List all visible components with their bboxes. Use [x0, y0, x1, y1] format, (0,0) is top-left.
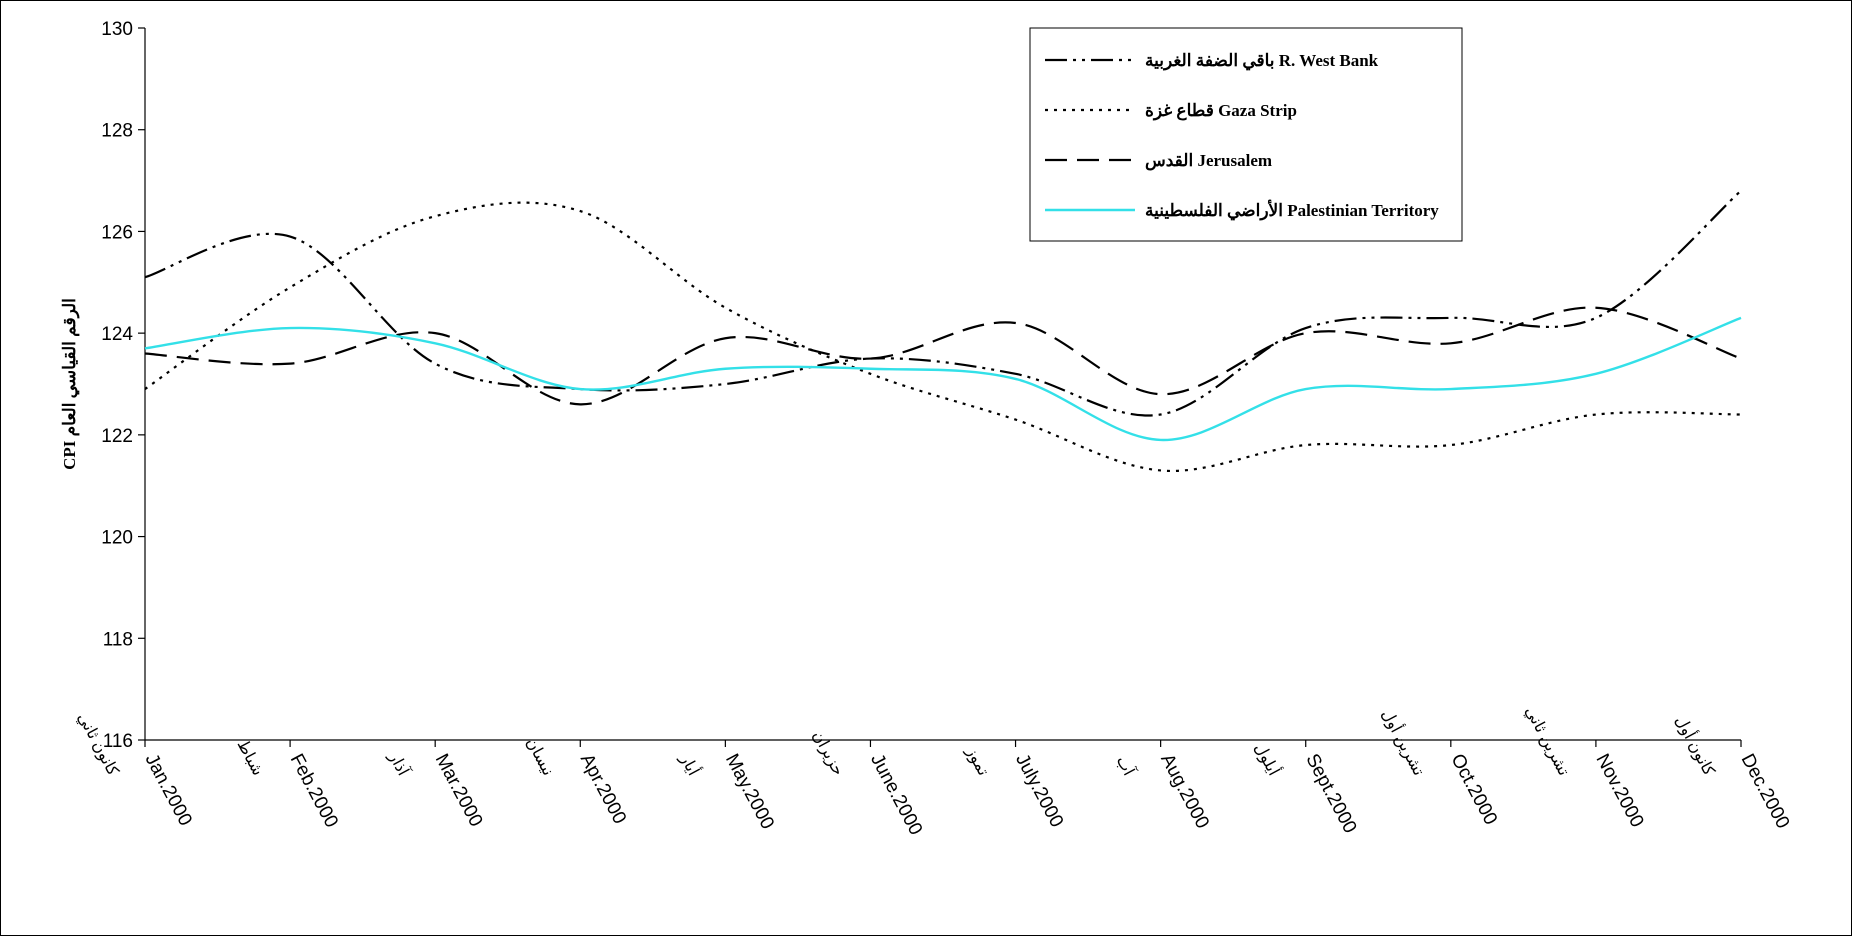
x-tick-label-ar: آب [1113, 752, 1141, 780]
x-tick-label: Apr.2000 نيسان [523, 715, 631, 846]
x-tick-label-en: Dec.2000 [1737, 750, 1794, 832]
y-tick-label: 118 [103, 629, 133, 650]
legend-label: القدس Jerusalem [1145, 151, 1272, 171]
x-tick-label: Feb.2000 شباط [233, 717, 341, 850]
x-tick-label: May.2000 أيار [676, 731, 778, 851]
x-tick-label-ar: تموز [962, 744, 991, 779]
x-tick-label-ar: حزيران [809, 728, 847, 779]
x-tick-label-ar: شباط [233, 737, 266, 778]
x-tick-label-en: Mar.2000 [431, 750, 487, 830]
series-line-4 [144, 316, 1742, 442]
x-tick-label-en: Feb.2000 [286, 750, 342, 831]
y-tick-label: 130 [101, 19, 133, 40]
x-tick-label-ar: نيسان [523, 735, 557, 778]
series-line-2 [144, 201, 1742, 473]
x-tick-label: Oct.2000 تشرين أول [1378, 687, 1501, 847]
x-tick-label: June.2000 حزيران [809, 708, 926, 857]
x-tick-label-ar: تشرين ثاني [1521, 704, 1572, 779]
legend-label: باقي الضفة الغربية R. West Bank [1145, 51, 1379, 71]
y-tick-label: 120 [101, 528, 133, 549]
x-tick-label-en: Nov.2000 [1591, 750, 1647, 830]
y-tick-label: 122 [101, 426, 133, 447]
axes: 116 118 120 122 124 126 128 130 Jan.2000كانون ثا… [60, 19, 1794, 857]
x-tick-label-en: Jan.2000 [141, 750, 196, 829]
x-tick-label-en: Sept.2000 [1301, 750, 1360, 836]
legend: باقي الضفة الغربية R. West Bank قطاع غزة … [1029, 27, 1463, 242]
x-tick-label: Aug.2000 آب [1113, 733, 1213, 850]
x-tick-label-en: Oct.2000 [1446, 750, 1501, 828]
x-tick-label-ar: كانون أول [1672, 712, 1720, 779]
y-tick-label: 128 [101, 121, 133, 142]
x-tick-label-en: May.2000 [721, 750, 778, 832]
y-tick-label: 124 [101, 324, 133, 345]
x-tick-label-en: Aug.2000 [1156, 750, 1213, 832]
x-tick-label-ar: أيار [676, 749, 704, 778]
series-line-3 [144, 306, 1742, 406]
x-tick-label-en: Apr.2000 [576, 750, 630, 827]
x-tick-label-ar: أيلول [1251, 739, 1285, 778]
x-tick-label-en: June.2000 [866, 750, 926, 838]
y-tick-label: 126 [101, 222, 133, 243]
y-axis-title: CPI الرقم القياسي العام [60, 298, 80, 470]
x-tick-label: Nov.2000 تشرين ثاني [1521, 684, 1647, 850]
legend-label: الأراضي الفلسطينية Palestinian Territory [1145, 199, 1439, 221]
legend-label: قطاع غزة Gaza Strip [1145, 101, 1297, 121]
series-lines [144, 189, 1742, 473]
x-tick-label-ar: آذار [385, 747, 415, 780]
x-tick-label: Dec.2000 كانون أول [1672, 693, 1794, 851]
y-tick-label: 116 [103, 731, 133, 752]
x-tick-label: July.2000 تموز [962, 723, 1067, 849]
series-line-1 [144, 189, 1742, 417]
legend-box [1029, 27, 1463, 242]
x-tick-label-ar: تشرين أول [1378, 705, 1430, 778]
x-tick-label: Jan.2000كانون ثاني [74, 690, 196, 848]
x-tick-label-en: July.2000 [1011, 750, 1067, 830]
